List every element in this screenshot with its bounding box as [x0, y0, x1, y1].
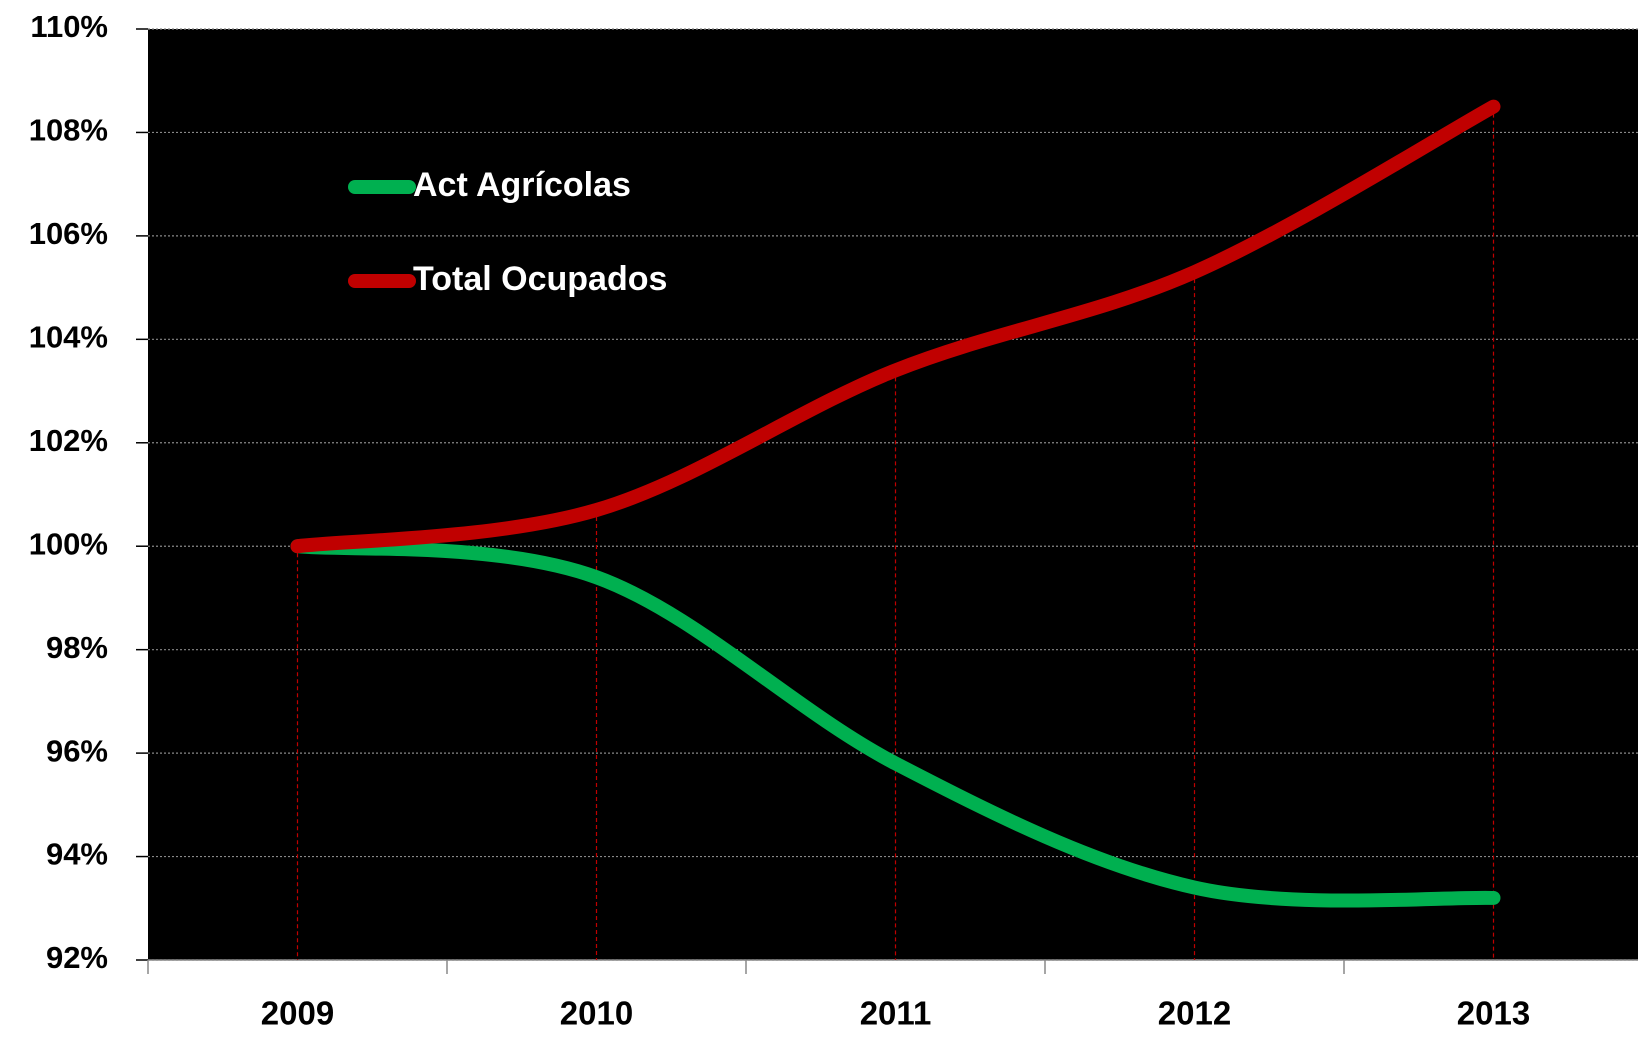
y-tick-label: 104% — [29, 320, 108, 355]
y-tick-label: 100% — [29, 526, 108, 561]
y-tick-label: 96% — [46, 733, 108, 768]
plot-area — [148, 29, 1638, 960]
y-tick-label: 108% — [29, 113, 108, 148]
x-tick-label: 2011 — [860, 995, 932, 1032]
y-tick-label: 98% — [46, 630, 108, 665]
y-tick-label: 92% — [46, 940, 108, 975]
x-tick-label: 2009 — [261, 995, 334, 1032]
line-series — [290, 539, 1501, 908]
legend-label: Act Agrícolas — [413, 166, 631, 204]
y-tick-label: 94% — [46, 837, 108, 872]
x-tick-label: 2013 — [1457, 995, 1530, 1032]
legend-label: Total Ocupados — [413, 260, 667, 298]
x-tick-label: 2012 — [1158, 995, 1231, 1032]
line-series — [290, 99, 1501, 554]
x-tick-label: 2010 — [560, 995, 633, 1032]
y-tick-label: 106% — [29, 216, 108, 251]
y-tick-label: 102% — [29, 423, 108, 458]
y-tick-label: 110% — [30, 9, 108, 44]
